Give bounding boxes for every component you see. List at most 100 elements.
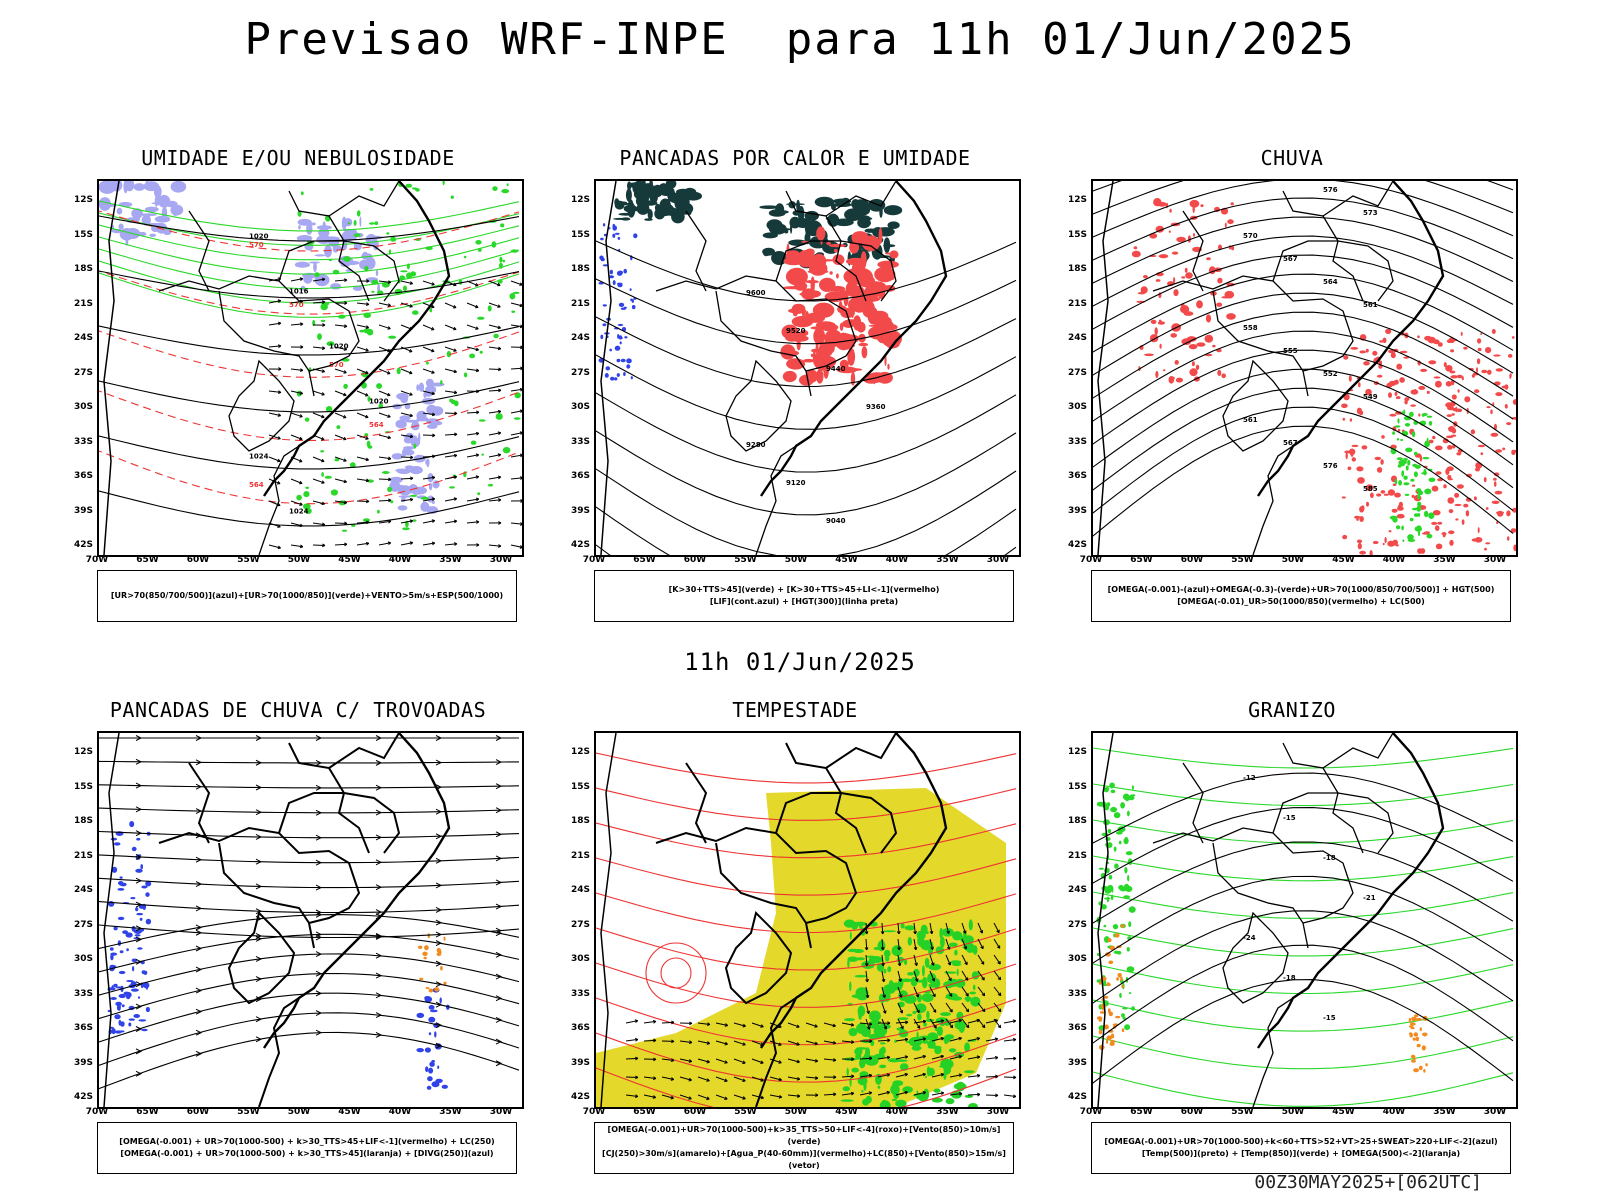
field-blob [1434, 445, 1443, 451]
wind-vector-head [453, 369, 457, 374]
field-blob [136, 912, 144, 916]
field-blob [1122, 1007, 1128, 1010]
field-blob [1495, 368, 1503, 372]
wind-vector [466, 498, 479, 502]
wind-vector-head [916, 1025, 921, 1029]
wind-vector [897, 938, 900, 950]
wind-vector-head [409, 349, 413, 353]
field-blob [305, 486, 310, 489]
isoline [1093, 235, 1514, 307]
wind-vector [897, 970, 902, 982]
field-blob [499, 262, 503, 269]
wind-vector [961, 1002, 970, 1013]
field-blob [920, 940, 934, 951]
field-blob [1409, 411, 1414, 417]
field-blob [306, 222, 313, 235]
field-blob [1437, 342, 1443, 347]
wind-vector-head [497, 498, 502, 502]
longitude-tick-label: 30W [986, 555, 1010, 565]
wind-vector-head [706, 1096, 710, 1101]
wind-vector-head [497, 325, 501, 330]
field-blob [624, 336, 628, 339]
field-blob [630, 298, 633, 302]
wind-vector-head [453, 475, 458, 480]
contour-label: 570 [329, 361, 344, 369]
field-blob [428, 1016, 436, 1023]
field-blob [396, 367, 401, 375]
wind-vector-head [388, 477, 392, 482]
streamline-arrow [195, 924, 203, 931]
isoline [1093, 387, 1514, 491]
field-blob [1185, 272, 1193, 279]
wind-vector-head [914, 978, 919, 982]
wind-vector [268, 300, 281, 304]
field-blob [1420, 368, 1428, 372]
contour-label: 561 [1243, 416, 1258, 424]
wind-vector-head [409, 281, 414, 285]
field-blob [1175, 377, 1183, 383]
field-blob [887, 221, 900, 229]
field-blob [805, 311, 810, 326]
legend-line: [K>30+TTS>45](verde) + [K>30+TTS>45+LI<-… [668, 585, 940, 594]
wind-vector-head [1013, 1075, 1017, 1080]
field-blob [446, 350, 452, 358]
wind-vector [444, 543, 457, 546]
field-blob [1224, 222, 1227, 228]
field-blob [880, 1046, 886, 1055]
latitude-tick-label: 33S [570, 988, 590, 999]
field-blob [1110, 806, 1118, 813]
field-blob [1394, 391, 1398, 396]
latitude-tick-label: 33S [73, 436, 93, 447]
field-blob [502, 447, 511, 454]
isoline [596, 752, 1017, 784]
isoline [1093, 944, 1514, 1044]
field-blob [1485, 507, 1489, 510]
latitude-tick-label: 24S [1067, 333, 1087, 343]
field-blob [1508, 354, 1513, 358]
streamline [99, 760, 520, 764]
isoline [99, 224, 520, 261]
streamline [99, 1012, 520, 1066]
border-line [158, 826, 361, 924]
field-blob [884, 252, 895, 255]
field-blob [352, 285, 363, 291]
field-blob [128, 1022, 132, 1027]
field-blob [324, 475, 332, 479]
field-blob [883, 237, 891, 253]
wind-vector-head [688, 1059, 693, 1063]
wind-vector-head [365, 457, 369, 462]
isoline [1093, 891, 1514, 919]
wind-vector [625, 1094, 638, 1097]
wind-vector [751, 1040, 764, 1046]
contour-label: 567 [1283, 439, 1298, 447]
field-blob [623, 306, 627, 309]
wind-vector-head [880, 947, 885, 951]
field-blob [1496, 511, 1504, 515]
field-blob [1424, 440, 1430, 448]
longitude-tick-label: 40W [388, 1107, 412, 1117]
field-blob [1105, 952, 1111, 957]
longitude-tick-label: 50W [784, 555, 808, 565]
field-blob [343, 256, 351, 262]
wind-vector [378, 499, 392, 502]
field-blob [321, 472, 324, 477]
field-blob [1435, 543, 1443, 550]
field-blob [1127, 810, 1130, 817]
streamline-arrow [495, 951, 503, 958]
field-blob [1157, 201, 1167, 207]
wind-vector-head [922, 1090, 927, 1095]
wind-vector [378, 434, 391, 439]
border-line [1252, 445, 1294, 555]
field-blob [1187, 235, 1191, 243]
wind-vector [929, 938, 934, 950]
panel-legend: [OMEGA(-0.001)+UR>70(1000-500)+k>35_TTS>… [594, 1122, 1014, 1174]
field-blob [1428, 360, 1437, 365]
wind-vector-head [409, 434, 414, 439]
wind-vector [422, 324, 435, 331]
latitude-tick-label: 30S [1067, 402, 1087, 412]
wind-vector [400, 280, 413, 285]
wind-vector-head [475, 431, 480, 436]
wind-vector [356, 542, 369, 546]
wind-vector [334, 478, 347, 483]
wind-vector [877, 1056, 890, 1060]
